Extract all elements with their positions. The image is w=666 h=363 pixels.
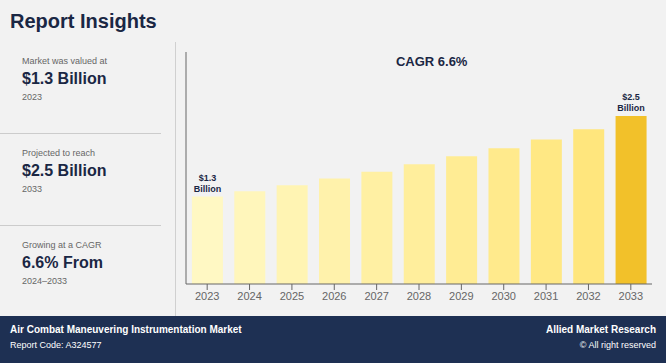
html-text:6.6% From: 6.6% From: [22, 253, 103, 271]
svg-text:2030: 2030: [491, 290, 515, 302]
html-text:Projected to reach: Projected to reach: [22, 148, 95, 159]
svg-text:2027: 2027: [364, 290, 388, 302]
svg-text:2023: 2023: [195, 290, 219, 302]
html-text:$1.3 Billion: $1.3 Billion: [22, 70, 107, 87]
svg-text:2028: 2028: [407, 290, 431, 302]
html-text:CAGR 6.6%: CAGR 6.6%: [395, 54, 468, 69]
svg-text:2031: 2031: [534, 290, 558, 302]
svg-text:2024: 2024: [237, 290, 261, 302]
html-text:2024–2033: 2024–2033: [22, 275, 68, 286]
svg-text:$2.5Billion: $2.5Billion: [617, 92, 645, 113]
html-text:Growing at a CAGR: Growing at a CAGR: [22, 239, 102, 250]
svg-text:2029: 2029: [449, 290, 473, 302]
html-text:$2.5 Billion: $2.5 Billion: [22, 162, 107, 180]
html-text:Allied Market Research: Allied Market Research: [545, 324, 656, 335]
html-text:Air Combat Maneuvering Instrum: Air Combat Maneuvering Instrumentation M…: [10, 324, 242, 335]
svg-text:$1.3Billion: $1.3Billion: [194, 173, 222, 194]
html-text:Report Code: A324577: Report Code: A324577: [10, 340, 102, 350]
html-text:© All right reserved: © All right reserved: [579, 340, 656, 350]
svg-text:2033: 2033: [619, 290, 643, 302]
html-text:2023: 2023: [22, 92, 42, 102]
html-text:Market was valued at: Market was valued at: [22, 56, 107, 66]
svg-text:2032: 2032: [576, 290, 600, 302]
svg-text:2025: 2025: [280, 290, 304, 302]
html-text:2033: 2033: [22, 184, 42, 195]
svg-text:2026: 2026: [322, 290, 346, 302]
html-text:Report Insights: Report Insights: [10, 10, 157, 32]
